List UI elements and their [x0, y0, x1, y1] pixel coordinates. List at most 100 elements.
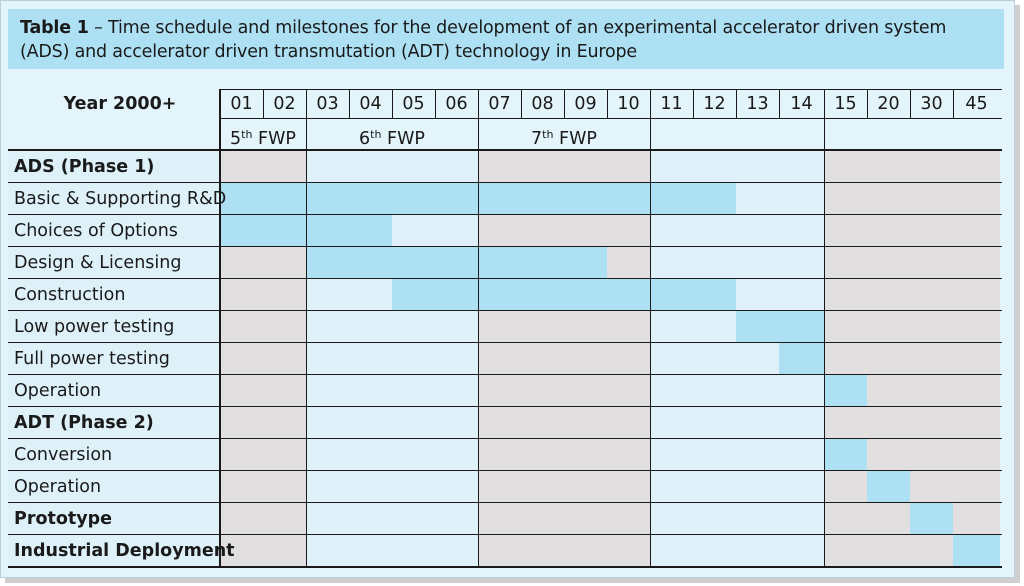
period-cell-bg	[220, 503, 306, 535]
period-cell-bg	[478, 375, 650, 407]
row-divider	[8, 278, 1002, 279]
fwp-suffix: th	[370, 128, 382, 141]
year-divider	[478, 89, 479, 118]
header-divider	[220, 118, 1002, 119]
year-label: 30	[920, 94, 943, 114]
period-divider	[650, 118, 651, 567]
fwp-text: FWP	[252, 129, 296, 149]
label-cell-bg	[8, 535, 220, 567]
row-divider	[8, 342, 1002, 343]
year-divider	[263, 89, 264, 118]
period-cell-bg	[650, 471, 824, 503]
period-cell-bg	[650, 439, 824, 471]
fwp-label: 7th FWP	[478, 122, 650, 149]
row-label: Operation	[14, 381, 102, 401]
row-label: Construction	[14, 285, 126, 305]
year-label: 11	[660, 94, 683, 114]
label-cell-bg	[8, 439, 220, 471]
year-label: 14	[790, 94, 813, 114]
row-label: Operation	[14, 477, 102, 497]
year-label: 12	[703, 94, 726, 114]
row-label: Choices of Options	[14, 221, 178, 241]
period-cell-bg	[220, 439, 306, 471]
label-cell-bg	[8, 311, 220, 343]
period-cell-bg	[220, 343, 306, 375]
period-cell-bg	[824, 343, 1000, 375]
period-divider	[824, 118, 825, 567]
year-divider	[521, 89, 522, 118]
period-cell-bg	[824, 279, 1000, 311]
period-divider	[306, 118, 307, 567]
fwp-label: 5th FWP	[220, 122, 306, 149]
period-cell-bg	[220, 407, 306, 439]
row-label: Industrial Deployment	[14, 541, 235, 561]
year-divider	[867, 89, 868, 118]
schedule-bar	[736, 311, 824, 343]
fwp-text: FWP	[381, 129, 425, 149]
row-divider	[8, 470, 1002, 471]
label-cell-bg	[8, 215, 220, 247]
fwp-number: 7	[531, 129, 543, 149]
period-cell-bg	[220, 247, 306, 279]
caption-label: Table 1	[20, 18, 89, 38]
period-cell-bg	[220, 471, 306, 503]
period-cell-bg	[306, 535, 478, 567]
period-cell-bg	[306, 343, 478, 375]
period-cell-bg	[824, 183, 1000, 215]
period-cell-bg	[824, 215, 1000, 247]
period-cell-bg	[650, 407, 824, 439]
year-divider	[824, 89, 825, 118]
header-top-line	[220, 89, 1002, 90]
period-cell-bg	[478, 151, 650, 183]
period-cell-bg	[824, 407, 1000, 439]
period-cell-bg	[220, 311, 306, 343]
caption-text: – Time schedule and milestones for the d…	[20, 18, 947, 62]
schedule-bar	[779, 343, 824, 375]
schedule-bar	[867, 471, 910, 503]
period-cell-bg	[306, 311, 478, 343]
row-label: Conversion	[14, 445, 113, 465]
row-divider	[8, 438, 1002, 439]
year-label: 45	[965, 94, 988, 114]
year-label: 06	[445, 94, 468, 114]
fwp-suffix: th	[542, 128, 554, 141]
label-cell-bg	[8, 407, 220, 439]
year-label: 01	[230, 94, 253, 114]
period-cell-bg	[478, 343, 650, 375]
fwp-suffix: th	[241, 128, 253, 141]
year-label: 20	[877, 94, 900, 114]
period-cell-bg	[478, 535, 650, 567]
label-cell-bg	[8, 151, 220, 183]
year-divider	[650, 89, 651, 118]
schedule-bar	[824, 439, 867, 471]
row-divider	[8, 310, 1002, 311]
year-divider	[607, 89, 608, 118]
row-label: Low power testing	[14, 317, 175, 337]
label-cell-bg	[8, 247, 220, 279]
year-label: 09	[574, 94, 597, 114]
period-cell-bg	[306, 471, 478, 503]
row-divider	[8, 534, 1002, 535]
period-cell-bg	[824, 471, 1000, 503]
year-label: 15	[834, 94, 857, 114]
schedule-bar	[824, 375, 867, 407]
period-cell-bg	[306, 439, 478, 471]
label-cell-bg	[8, 279, 220, 311]
period-cell-bg	[824, 311, 1000, 343]
period-cell-bg	[650, 375, 824, 407]
label-cell-bg	[8, 375, 220, 407]
row-label: ADS (Phase 1)	[14, 157, 155, 177]
period-cell-bg	[478, 311, 650, 343]
period-cell-bg	[650, 247, 824, 279]
schedule-bar	[392, 279, 736, 311]
row-label: ADT (Phase 2)	[14, 413, 154, 433]
period-cell-bg	[650, 503, 824, 535]
label-column-divider	[219, 89, 221, 567]
period-cell-bg	[306, 151, 478, 183]
row-label: Full power testing	[14, 349, 170, 369]
year-divider	[910, 89, 911, 118]
year-label: 05	[402, 94, 425, 114]
row-divider	[8, 406, 1002, 407]
schedule-table: 01 02 03 04 05 06 07 08 09 10 11 12 13 14 15 20 30 45 Year…	[8, 89, 1002, 568]
year-label: 07	[488, 94, 511, 114]
